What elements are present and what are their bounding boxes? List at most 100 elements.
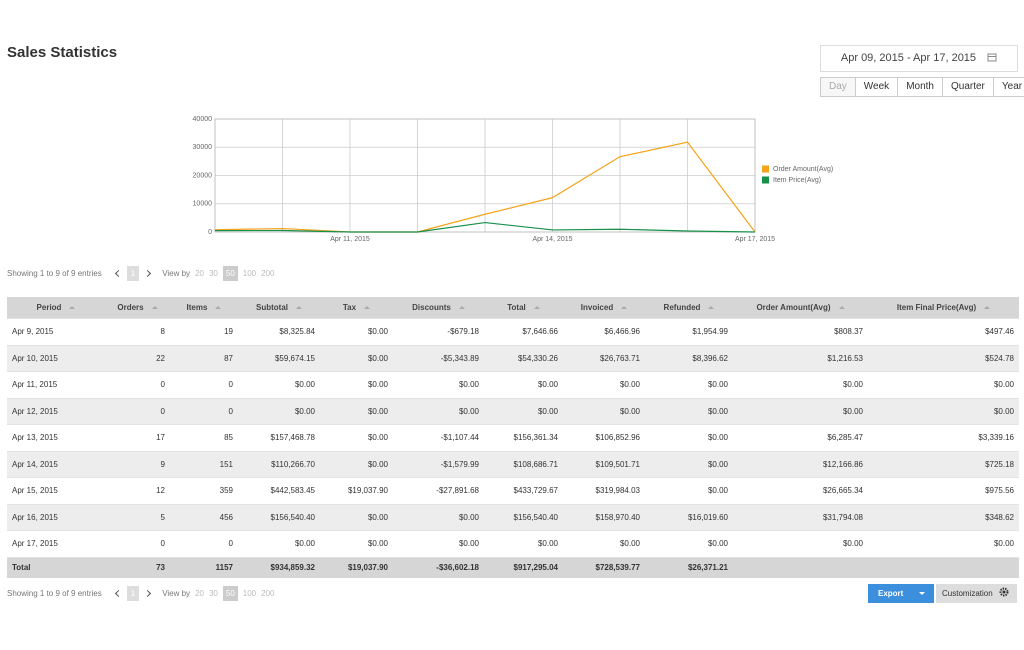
column-header[interactable]: Refunded [645,297,733,319]
export-button[interactable]: Export [868,584,934,603]
calendar-icon [987,53,997,62]
page-size[interactable]: 100 [242,588,257,598]
period-button[interactable]: Year [992,78,1024,96]
column-header[interactable]: Item Final Price(Avg) [868,297,1019,319]
table-cell: $7,646.66 [484,318,563,345]
total-cell: $934,859.32 [238,556,320,578]
page-size[interactable]: 200 [261,268,275,278]
table-cell: Apr 12, 2015 [7,397,105,425]
column-title: Refunded [663,303,701,312]
total-cell: Total [7,556,105,578]
table-cell: Apr 16, 2015 [7,503,105,531]
table-cell: Apr 15, 2015 [7,477,105,504]
table-cell: 151 [170,450,238,478]
table-cell: $725.18 [868,450,1019,478]
legend-swatch [762,176,769,184]
y-tick-label: 20000 [193,172,213,179]
page-size[interactable]: 20 [195,268,204,278]
page-number[interactable]: 1 [126,265,140,281]
table-cell: 0 [170,530,238,557]
table-cell: $0.00 [393,503,484,531]
table-cell: $0.00 [320,371,393,398]
page-size[interactable]: 30 [208,588,218,598]
table-cell: $156,540.40 [484,503,563,531]
table-cell: $0.00 [733,530,868,557]
table-cell: $6,285.47 [733,424,868,451]
pagination-bottom: Showing 1 to 9 of 9 entries 1 View by 20 30 5… [7,585,275,601]
page-size[interactable]: 50 [222,265,238,281]
series-line [214,221,756,233]
column-header[interactable]: Total [484,297,563,319]
table-cell: $108,686.71 [484,450,563,478]
page-size[interactable]: 20 [195,588,204,598]
table-cell: 17 [105,424,170,451]
column-header[interactable]: Orders [105,297,170,319]
column-title: Order Amount(Avg) [756,303,831,312]
page-size[interactable]: 100 [242,268,257,278]
table-cell: 12 [105,477,170,504]
page-number[interactable]: 1 [126,585,140,601]
column-header[interactable]: Invoiced [563,297,645,319]
table-cell: $19,037.90 [320,477,393,504]
total-row: Total 73 1157 $934,859.32 $19,037.90 -$36,602… [7,556,1019,578]
prev-page[interactable] [114,269,122,277]
page-size[interactable]: 30 [208,268,218,278]
table-cell: $3,339.16 [868,424,1019,451]
period-button[interactable]: Month [897,78,942,96]
page-size[interactable]: 200 [261,588,275,598]
total-cell: $26,371.21 [645,556,733,578]
table-cell: -$27,891.68 [393,477,484,504]
column-header[interactable]: Discounts [393,297,484,319]
period-button[interactable]: Week [854,78,897,96]
column-header[interactable]: Period [7,297,105,319]
view-by-label: View by [162,268,191,278]
prev-page[interactable] [114,589,122,597]
table-cell: $348.62 [868,503,1019,531]
table-cell: Apr 11, 2015 [7,371,105,398]
column-title: Period [36,303,62,312]
table-cell: 8 [105,318,170,345]
sort-arrow [296,306,302,310]
table-cell: $26,665.34 [733,477,868,504]
table-cell: $0.00 [238,397,320,425]
table-cell: $8,396.62 [645,344,733,372]
period-button[interactable]: Day [821,78,855,96]
next-page[interactable] [144,589,152,597]
table-cell: -$679.18 [393,318,484,345]
legend-swatch [762,165,769,173]
page-size[interactable]: 50 [222,585,238,601]
table-cell: $0.00 [563,371,645,398]
column-title: Total [507,303,526,312]
sort-arrow [215,306,222,310]
date-range[interactable]: Apr 09, 2015 - Apr 17, 2015 [820,45,1018,72]
total-cell-empty [733,556,868,578]
table-cell: $0.00 [393,397,484,425]
column-header[interactable]: Items [170,297,238,319]
table-cell: 0 [170,371,238,398]
table-cell: $0.00 [868,397,1019,425]
table-cell: $156,540.40 [238,503,320,531]
period-button[interactable]: Quarter [941,78,993,96]
table-cell: $0.00 [238,530,320,557]
table-cell: 22 [105,344,170,372]
table-cell: $524.78 [868,344,1019,372]
table-cell: $319,984.03 [563,477,645,504]
customization-button[interactable]: Customization [936,584,1017,603]
table-cell: $0.00 [484,371,563,398]
table-row: Apr 14, 2015 9 151 $110,266.70 $0.00 -$1,579.… [7,450,1019,478]
column-header[interactable]: Subtotal [238,297,320,319]
column-title: Orders [117,303,144,312]
table-cell: $157,468.78 [238,424,320,451]
table-cell: $0.00 [320,318,393,345]
total-cell: $728,539.77 [563,556,645,578]
sort-arrow [533,306,540,310]
table-cell: Apr 9, 2015 [7,318,105,345]
next-page[interactable] [144,269,152,277]
table-cell: $0.00 [645,450,733,478]
plot-frame [214,118,756,233]
y-tick-label: 0 [208,229,212,236]
sort-arrow [708,306,715,310]
column-header[interactable]: Order Amount(Avg) [733,297,868,319]
column-header[interactable]: Tax [320,297,393,319]
table-cell: 0 [105,530,170,557]
